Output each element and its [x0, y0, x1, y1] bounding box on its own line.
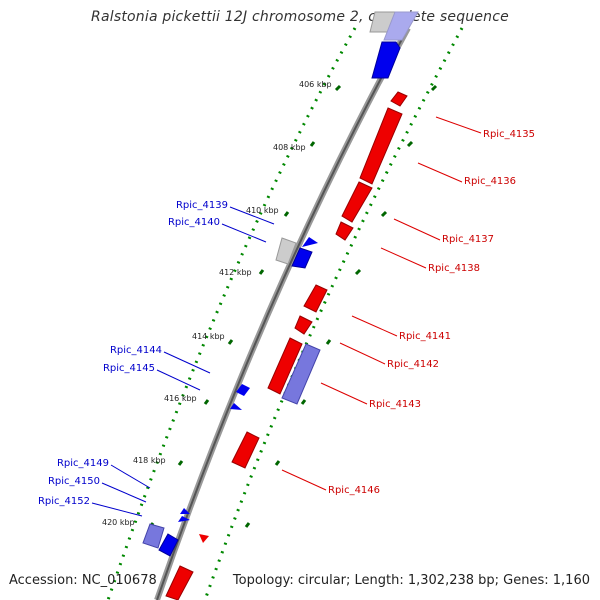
- gene-feature-reverse: [267, 337, 303, 395]
- forward-leaders: [91, 206, 275, 517]
- gene-label-reverse[interactable]: Rpic_4141: [399, 331, 451, 342]
- tick-label: 412 kbp: [219, 268, 252, 277]
- tick-marks: [148, 84, 342, 528]
- gene-feature-light: [281, 343, 321, 405]
- gene-label-forward[interactable]: Rpic_4152: [38, 496, 90, 507]
- gene-feature-forward: [180, 508, 190, 514]
- gene-feature-reverse: [359, 107, 403, 185]
- gene-feature-forward: [158, 533, 179, 557]
- gene-label-forward[interactable]: Rpic_4145: [103, 363, 155, 374]
- gene-feature-light: [383, 11, 419, 41]
- gene-label-forward[interactable]: Rpic_4140: [168, 217, 220, 228]
- gene-label-reverse[interactable]: Rpic_4137: [442, 234, 494, 245]
- gene-feature-reverse: [335, 221, 354, 241]
- reverse-leaders: [281, 116, 482, 491]
- gene-label-forward[interactable]: Rpic_4149: [57, 458, 109, 469]
- tick-label: 420 kbp: [102, 518, 135, 527]
- tick-label: 416 kbp: [164, 394, 197, 403]
- sequence-backbone: [154, 26, 411, 600]
- gene-feature-forward: [230, 403, 242, 410]
- gene-feature-forward: [371, 41, 401, 79]
- tick-label: 406 kbp: [299, 80, 332, 89]
- gene-feature-forward: [302, 237, 318, 247]
- gene-feature-forward: [236, 384, 250, 396]
- sequence-backbone-core: [156, 27, 409, 600]
- gene-label-reverse[interactable]: Rpic_4142: [387, 359, 439, 370]
- gene-feature-reverse: [231, 431, 260, 469]
- gene-feature-reverse: [390, 91, 408, 107]
- gene-label-reverse[interactable]: Rpic_4138: [428, 263, 480, 274]
- gene-feature-reverse: [303, 284, 328, 313]
- gene-label-forward[interactable]: Rpic_4139: [176, 200, 228, 211]
- inner-dotted-ring: [203, 27, 464, 600]
- gene-feature-reverse: [199, 534, 209, 543]
- gene-label-reverse[interactable]: Rpic_4135: [483, 129, 535, 140]
- gene-feature-reverse: [294, 315, 313, 335]
- tick-label: 410 kbp: [246, 206, 279, 215]
- outer-dotted-ring: [106, 27, 357, 600]
- gene-feature-forward: [291, 247, 313, 269]
- gene-feature-reverse: [165, 565, 194, 600]
- gene-feature-light: [142, 523, 165, 549]
- tick-label: 418 kbp: [133, 456, 166, 465]
- inner-tick-marks: [244, 84, 438, 528]
- tick-label: 408 kbp: [273, 143, 306, 152]
- gene-label-forward[interactable]: Rpic_4144: [110, 345, 162, 356]
- gene-feature-forward: [178, 516, 190, 522]
- accession-label: Accession: NC_010678: [9, 573, 157, 588]
- gene-label-reverse[interactable]: Rpic_4136: [464, 176, 516, 187]
- sequence-summary: Topology: circular; Length: 1,302,238 bp…: [232, 573, 590, 588]
- gene-label-forward[interactable]: Rpic_4150: [48, 476, 100, 487]
- gene-feature-reverse: [341, 181, 373, 223]
- tick-label: 414 kbp: [192, 332, 225, 341]
- gene-label-reverse[interactable]: Rpic_4143: [369, 399, 421, 410]
- gene-feature-grey: [275, 237, 297, 265]
- gene-label-reverse[interactable]: Rpic_4146: [328, 485, 380, 496]
